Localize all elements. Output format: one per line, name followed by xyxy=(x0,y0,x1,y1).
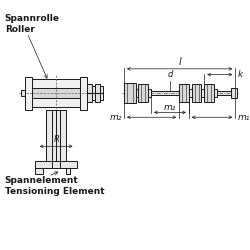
Bar xyxy=(87,84,92,102)
Bar xyxy=(46,110,52,168)
Bar xyxy=(232,88,237,98)
Text: Spannrolle
Roller: Spannrolle Roller xyxy=(5,14,60,34)
Bar xyxy=(136,89,138,97)
Text: m₂: m₂ xyxy=(110,113,122,122)
Bar xyxy=(35,168,42,174)
Text: k: k xyxy=(237,70,242,79)
Bar xyxy=(66,168,70,174)
Bar xyxy=(148,89,151,97)
Bar xyxy=(192,84,202,102)
Bar xyxy=(138,84,148,102)
Text: Spannelement
Tensioning Element: Spannelement Tensioning Element xyxy=(5,176,104,197)
Text: m₁: m₁ xyxy=(237,113,250,122)
Bar xyxy=(214,89,217,97)
Text: m₂: m₂ xyxy=(164,104,176,112)
Bar xyxy=(126,91,235,95)
Bar xyxy=(60,110,66,168)
Text: d: d xyxy=(168,70,173,80)
Text: R: R xyxy=(54,135,60,144)
Bar xyxy=(35,161,78,168)
Bar xyxy=(32,80,80,106)
Bar xyxy=(189,89,192,97)
Bar xyxy=(92,86,95,100)
Bar xyxy=(204,84,214,102)
Bar xyxy=(32,88,80,98)
Bar xyxy=(56,110,61,163)
Bar xyxy=(95,84,100,102)
Bar xyxy=(179,84,189,102)
Bar xyxy=(51,110,56,163)
Bar xyxy=(202,89,204,97)
Bar xyxy=(80,76,87,110)
Bar xyxy=(100,86,103,100)
Bar xyxy=(21,90,25,96)
Bar xyxy=(124,83,136,103)
Bar xyxy=(25,76,32,110)
Text: l: l xyxy=(178,57,181,67)
